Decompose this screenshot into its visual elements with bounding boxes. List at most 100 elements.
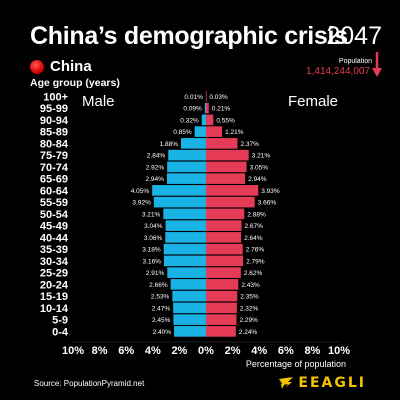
male-value-label: 3.21% [142,211,161,218]
female-value-label: 3.93% [261,188,280,195]
x-tick-label: 4% [251,345,267,357]
female-value-label: 2.43% [241,282,260,289]
male-value-label: 0.32% [180,117,199,124]
female-bar [206,279,239,290]
male-value-label: 2.47% [152,305,171,312]
age-group-tick: 50-54 [40,209,69,221]
female-value-label: 2.67% [245,223,264,230]
age-group-tick: 20-24 [40,279,69,291]
male-bar [172,290,206,302]
female-bar [206,243,243,255]
male-value-label: 1.88% [160,141,179,148]
female-bar [206,290,238,302]
male-bar [201,114,206,126]
age-group-tick: 40-44 [40,232,69,244]
male-value-label: 3.04% [144,223,163,230]
age-group-tick: 25-29 [40,268,68,280]
age-group-tick: 85-89 [40,127,68,139]
male-bar [163,255,206,267]
age-group-tick: 30-34 [40,256,69,268]
female-bar [206,149,249,161]
age-group-tick: 80-84 [40,138,69,150]
female-bar [206,302,237,314]
male-bar [163,243,206,255]
female-value-label: 0.03% [209,94,228,101]
eagle-icon [279,377,294,389]
male-value-label: 2.45% [152,317,171,324]
male-bar [163,208,206,220]
age-group-tick: 15-19 [40,291,68,303]
male-value-label: 0.01% [184,94,203,101]
brand-logo: EEAGLI [278,375,366,391]
male-value-label: 3.06% [144,235,163,242]
age-group-tick: 70-74 [40,162,69,174]
x-tick-label: 8% [92,345,108,357]
age-group-tick: 100+ [43,91,68,103]
age-group-tick: 35-39 [40,244,68,256]
female-value-label: 2.37% [241,141,260,148]
population-label: Population [338,58,372,65]
female-value-label: 2.76% [246,247,265,254]
age-group-tick: 5-9 [52,315,68,327]
female-bar [206,267,241,278]
legend-female: Female [288,93,338,110]
x-tick-label: 10% [328,345,350,357]
male-bar [204,102,206,114]
age-group-tick: 95-99 [40,103,68,115]
female-bar [206,326,236,337]
female-value-label: 2.64% [244,235,263,242]
age-group-tick: 45-49 [40,221,68,233]
female-bar [206,232,242,243]
female-bar [206,102,209,114]
year-label: 2047 [326,22,382,50]
male-bar [174,326,206,337]
female-value-label: 0.21% [212,106,231,113]
male-bar [173,314,206,325]
male-bar [167,161,206,173]
female-value-label: 3.21% [252,153,271,160]
female-value-label: 2.79% [246,258,265,265]
male-bar [173,302,206,314]
x-tick-label: 4% [145,345,161,357]
female-bar [206,126,223,137]
x-tick-label: 10% [62,345,84,357]
male-value-label: 2.92% [146,164,165,171]
female-value-label: 2.88% [247,211,266,218]
age-group-label: Age group (years) [30,77,120,89]
male-value-label: 3.16% [143,258,162,265]
age-group-tick: 55-59 [40,197,68,209]
x-tick-label: 0% [198,345,214,357]
female-bar [206,208,245,220]
male-bar [170,279,206,290]
x-tick-label: 8% [304,345,320,357]
age-group-tick: 60-64 [40,185,69,197]
female-value-label: 2.29% [239,317,258,324]
female-value-label: 3.05% [250,164,269,171]
female-bar [206,161,247,173]
female-value-label: 2.94% [248,176,267,183]
male-value-label: 2.40% [153,329,172,336]
male-bar [166,173,206,184]
female-bar [206,114,214,126]
male-bar [153,196,206,208]
male-bar [180,138,206,149]
x-tick-label: 2% [225,345,241,357]
age-group-tick: 90-94 [40,115,69,127]
male-bar [194,126,206,137]
female-bar [206,138,238,149]
female-value-label: 2.24% [239,329,258,336]
age-group-tick: 65-69 [40,174,68,186]
female-bar [206,173,246,184]
female-value-label: 2.62% [244,270,263,277]
source-label: Source: PopulationPyramid.net [34,379,145,388]
country-name: China [50,58,92,75]
male-bar [165,220,206,231]
female-value-label: 2.32% [240,305,259,312]
male-value-label: 2.91% [146,270,165,277]
age-group-tick: 0-4 [52,326,69,338]
female-bar [206,91,207,102]
male-value-label: 0.85% [173,129,192,136]
country-indicator: China [30,58,92,75]
male-bar [165,232,206,243]
